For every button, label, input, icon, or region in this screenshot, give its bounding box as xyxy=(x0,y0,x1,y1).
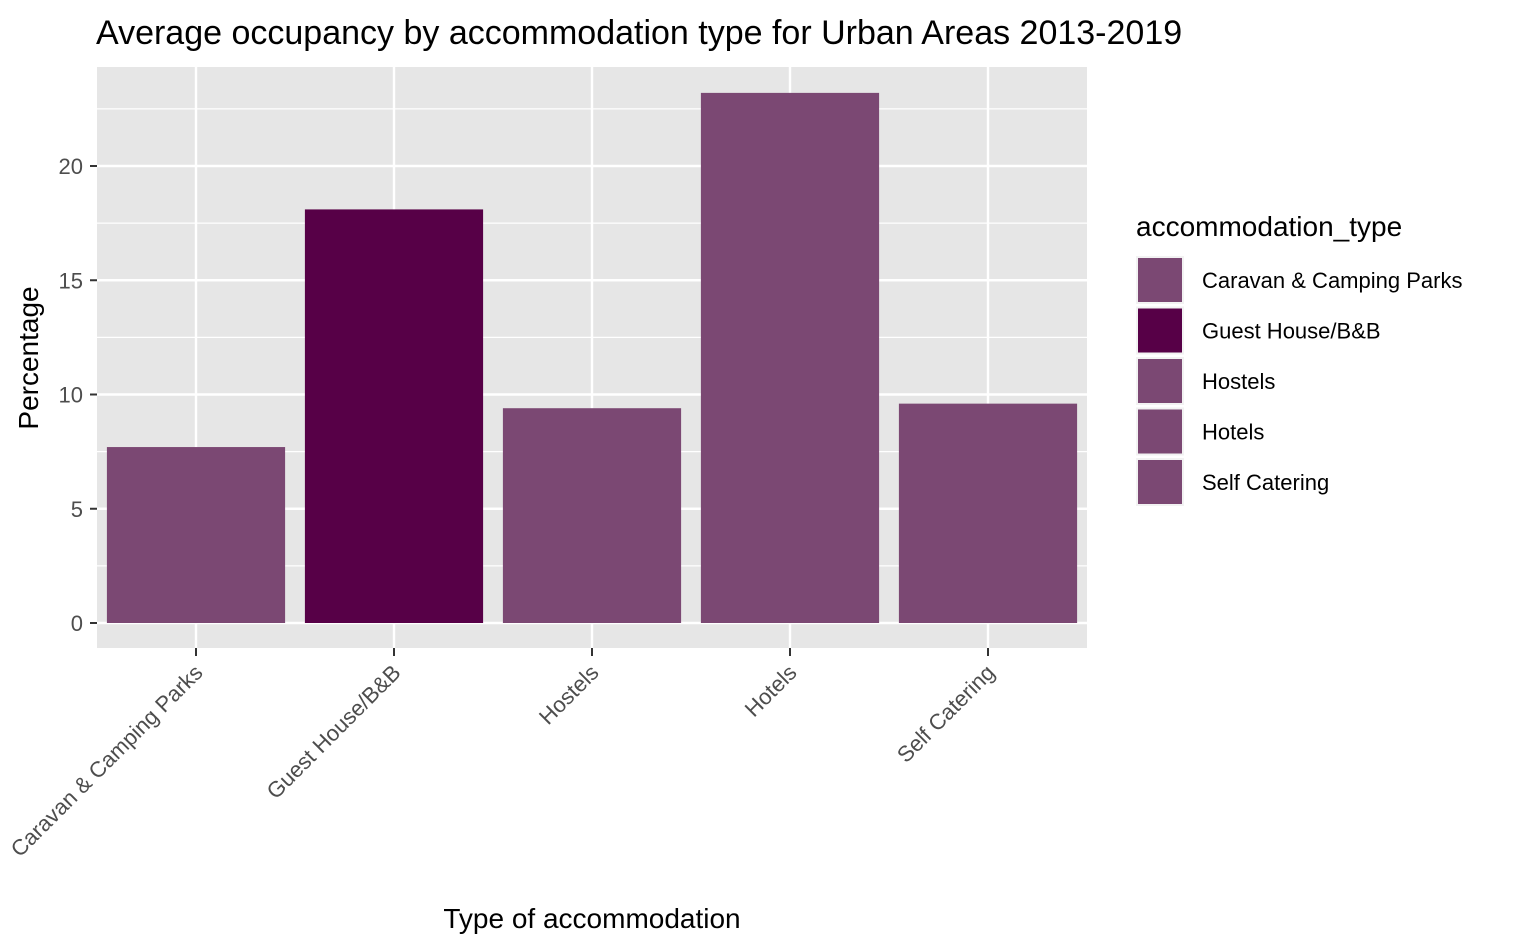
legend-swatch xyxy=(1138,308,1182,353)
x-tick-label: Hotels xyxy=(740,660,802,722)
x-axis-title: Type of accommodation xyxy=(443,903,740,934)
x-axis: Caravan & Camping Parks Guest House/B&B Ho… xyxy=(6,648,1000,862)
y-axis: 0 5 10 15 20 xyxy=(59,154,97,636)
bar xyxy=(304,209,484,624)
x-tick-label: Caravan & Camping Parks xyxy=(6,660,208,862)
legend-label: Caravan & Camping Parks xyxy=(1202,268,1462,293)
y-tick-label: 20 xyxy=(59,154,83,179)
legend-swatch xyxy=(1138,359,1182,403)
legend-swatch xyxy=(1138,460,1182,504)
x-tick-label: Self Catering xyxy=(892,660,1000,768)
legend-label: Guest House/B&B xyxy=(1202,319,1381,344)
legend-entries: Caravan & Camping Parks Guest House/B&B Ho… xyxy=(1136,256,1462,506)
legend-label: Hotels xyxy=(1202,420,1264,445)
bar xyxy=(898,403,1078,623)
bar xyxy=(700,92,880,623)
x-tick-label: Guest House/B&B xyxy=(262,660,406,804)
x-tick-label: Hostels xyxy=(534,660,604,730)
chart-title: Average occupancy by accommodation type … xyxy=(96,14,1182,52)
y-tick-label: 5 xyxy=(71,497,83,522)
bar xyxy=(502,408,682,623)
y-axis-title: Percentage xyxy=(13,286,44,429)
bars xyxy=(106,92,1078,624)
y-tick-label: 15 xyxy=(59,268,83,293)
y-tick-label: 10 xyxy=(59,383,83,408)
y-tick-label: 0 xyxy=(71,611,83,636)
legend-label: Hostels xyxy=(1202,369,1275,394)
legend: accommodation_type Caravan & Camping Par… xyxy=(1136,211,1462,506)
legend-title: accommodation_type xyxy=(1136,211,1402,242)
legend-swatch xyxy=(1138,258,1182,302)
bar xyxy=(106,447,286,623)
legend-swatch xyxy=(1138,409,1182,454)
legend-label: Self Catering xyxy=(1202,470,1329,495)
